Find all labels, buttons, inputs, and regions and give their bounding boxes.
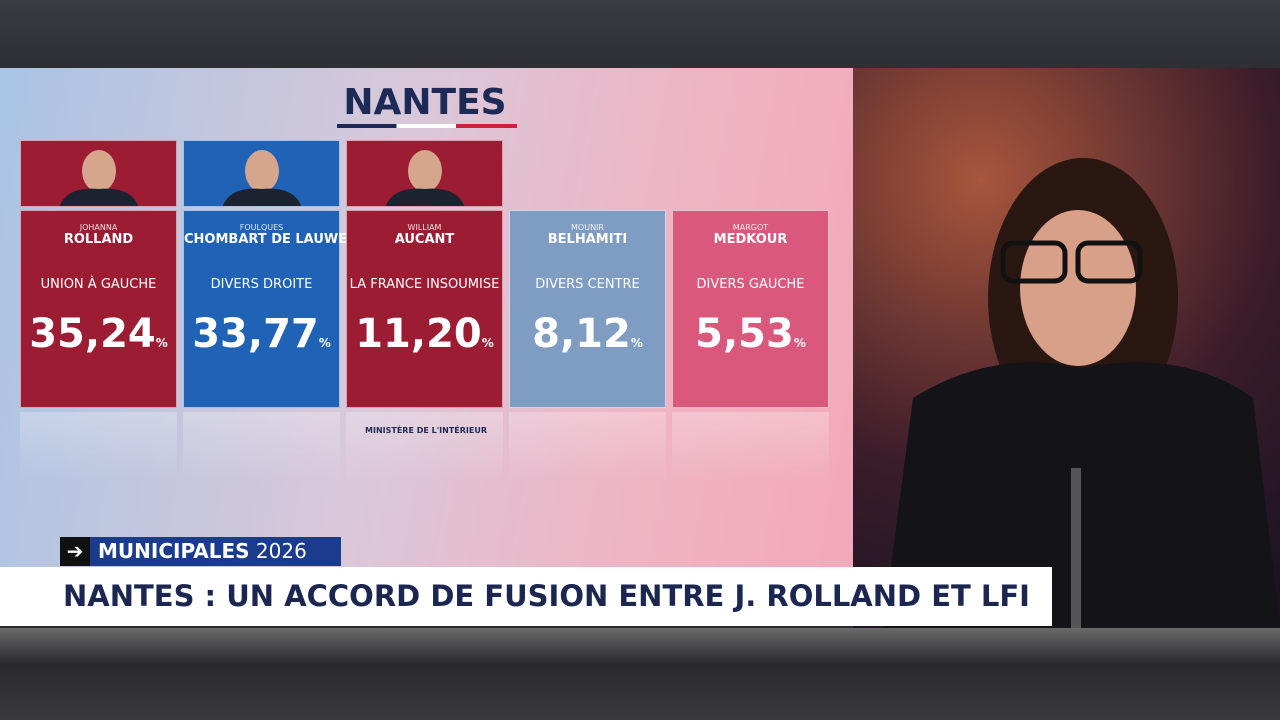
shoulders <box>59 188 139 206</box>
last-name: AUCANT <box>394 232 455 247</box>
banner-label: MUNICIPALES <box>98 539 250 563</box>
bottom-band <box>0 628 1280 720</box>
reflection <box>672 412 829 482</box>
portrait <box>59 150 139 206</box>
head <box>245 150 279 192</box>
candidate-photo <box>183 140 340 207</box>
title: NANTES <box>343 82 507 123</box>
candidate-card: MARGOT MEDKOUR DIVERS GAUCHE 5,53% <box>672 210 829 408</box>
score-unit: % <box>793 336 806 350</box>
banner-year: 2026 <box>255 539 307 563</box>
last-name: BELHAMITI <box>547 232 628 247</box>
candidate-card: JOHANNA ROLLAND UNION À GAUCHE 35,24% <box>20 210 177 408</box>
party: LA FRANCE INSOUMISE <box>349 277 500 292</box>
last-name: ROLLAND <box>63 232 134 247</box>
score-value: 5,53 <box>695 311 794 357</box>
first-name: JOHANNA <box>79 223 118 232</box>
banner: ➔ MUNICIPALES 2026 <box>60 537 341 566</box>
headline: NANTES : UN ACCORD DE FUSION ENTRE J. RO… <box>0 567 1052 626</box>
score-unit: % <box>318 336 331 350</box>
shoulders <box>385 188 465 206</box>
glasses <box>1000 240 1068 284</box>
score-unit: % <box>481 336 494 350</box>
first-name: MOUNIR <box>571 223 604 232</box>
score: 35,24% <box>21 311 176 357</box>
reflection <box>20 412 177 482</box>
score-value: 11,20 <box>355 311 482 357</box>
arrow-icon: ➔ <box>60 537 90 566</box>
flag-underline <box>337 124 517 128</box>
score-value: 35,24 <box>29 311 156 357</box>
candidate-card: FOULQUES CHOMBART DE LAUWE DIVERS DROITE 33… <box>183 210 348 408</box>
head <box>82 150 116 192</box>
jacket <box>883 362 1280 628</box>
candidate-card: WILLIAM AUCANT LA FRANCE INSOUMISE 11,20% <box>346 210 503 408</box>
party: DIVERS GAUCHE <box>696 277 805 292</box>
party: DIVERS DROITE <box>210 277 313 292</box>
shoulders <box>222 188 302 206</box>
party: DIVERS CENTRE <box>535 277 640 292</box>
studio-video <box>853 68 1280 628</box>
score: 11,20% <box>347 311 502 357</box>
portrait <box>385 150 465 206</box>
reflection <box>183 412 340 482</box>
candidate-photo <box>346 140 503 207</box>
source: MINISTÈRE DE L'INTÉRIEUR <box>365 426 487 435</box>
score: 8,12% <box>510 311 665 357</box>
reflection <box>509 412 666 482</box>
face <box>1020 210 1136 366</box>
score-unit: % <box>630 336 643 350</box>
first-name: FOULQUES <box>239 223 284 232</box>
score-value: 8,12 <box>532 311 631 357</box>
candidate-card: MOUNIR BELHAMITI DIVERS CENTRE 8,12% <box>509 210 666 408</box>
reflection <box>346 412 503 482</box>
microphone <box>1071 468 1081 628</box>
glasses <box>1075 240 1143 284</box>
first-name: MARGOT <box>732 223 769 232</box>
score-value: 33,77 <box>192 311 319 357</box>
score: 33,77% <box>184 311 339 357</box>
portrait <box>222 150 302 206</box>
score-unit: % <box>155 336 168 350</box>
top-band <box>0 0 1280 68</box>
head <box>408 150 442 192</box>
first-name: WILLIAM <box>407 223 442 232</box>
last-name: MEDKOUR <box>713 232 788 247</box>
party: UNION À GAUCHE <box>40 277 157 292</box>
last-name: CHOMBART DE LAUWE <box>184 232 348 247</box>
score: 5,53% <box>673 311 828 357</box>
candidate-photo <box>20 140 177 207</box>
